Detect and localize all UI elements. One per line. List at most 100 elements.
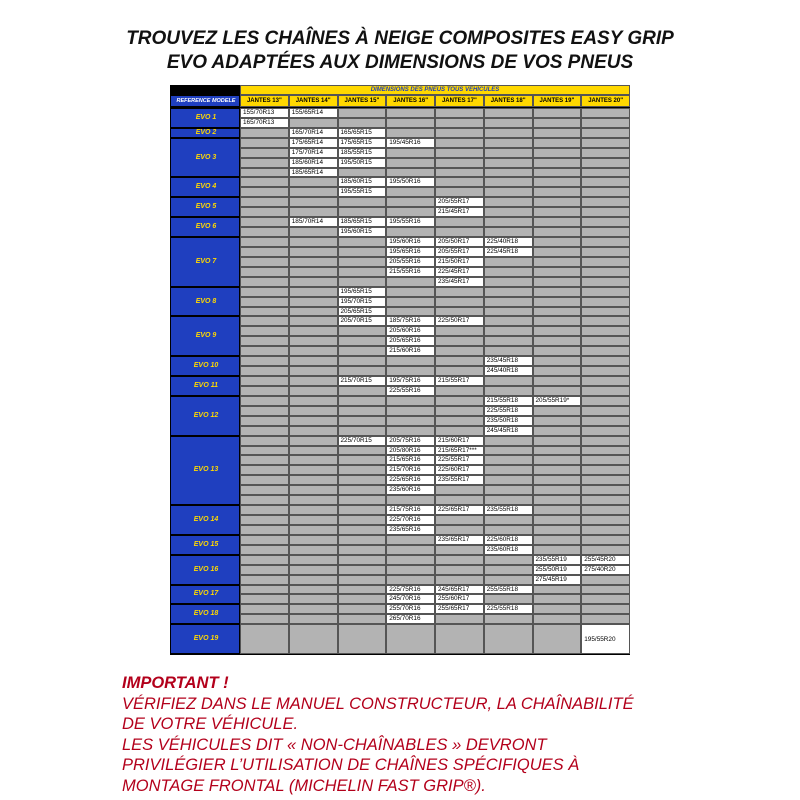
size-cell [240,515,289,525]
size-cell [288,614,338,625]
size-cell: 245/45R18 [483,425,533,436]
size-cell [483,564,533,575]
notice-line: MONTAGE FRONTAL (MICHELIN FAST GRIP®). [122,776,486,795]
size-cell: 215/55R18 [483,395,533,406]
size-cell: 205/55R17 [435,197,484,208]
model-cell: EVO 11 [170,376,240,396]
size-cell [337,495,387,506]
size-cell [483,445,533,456]
size-cell [240,147,289,158]
size-cell [581,286,630,297]
size-cell [532,167,582,178]
model-cell: EVO 17 [170,584,240,605]
size-table: DIMENSIONS DES PNEUS TOUS VEHICULES REFER… [170,85,630,655]
size-cell [288,346,338,357]
size-cell [288,564,338,575]
size-cell: 185/70R14 [288,217,338,228]
size-cell [532,505,582,515]
size-cell [435,296,484,307]
size-cell [386,544,435,555]
size-cell [288,336,338,347]
size-cell [337,594,387,605]
size-cell [581,167,630,178]
size-cell [483,207,533,218]
notice-line: DE VOTRE VÉHICULE. [122,715,299,733]
size-cell [337,465,387,476]
size-cell [337,356,387,367]
size-cell [581,425,630,436]
size-cell [288,117,338,128]
size-cell [288,515,338,525]
size-cell [288,475,338,486]
size-cell [581,515,630,525]
size-cell [288,485,338,496]
size-cell: 225/65R16 [386,475,435,486]
size-cell: 215/65R17*** [435,445,484,456]
size-cell: 255/65R17 [435,604,484,615]
size-cell: 185/60R15 [337,177,387,188]
size-cell [386,356,435,367]
column-header: JANTES 16" [386,95,435,107]
size-cell [288,306,338,317]
size-cell: 195/50R15 [337,157,387,168]
size-cell [581,137,630,148]
model-cell: EVO 4 [170,177,240,198]
size-cell [581,246,630,257]
size-cell [288,266,338,277]
size-cell [532,227,582,238]
size-cell [288,366,338,377]
size-cell [581,485,630,496]
size-cell [483,346,533,357]
size-cell [532,465,582,476]
size-cell [288,574,338,585]
size-cell [435,554,484,565]
size-cell [288,505,338,515]
size-cell: 225/60R18 [483,534,533,545]
size-cell [288,455,338,466]
model-cell: EVO 7 [170,237,240,287]
size-cell [581,316,630,327]
size-cell [288,296,338,307]
size-cell: 215/60R17 [435,435,484,446]
size-cell: 215/70R16 [386,465,435,476]
size-cell [435,485,484,496]
size-cell [240,217,289,228]
size-cell: 205/50R17 [435,237,484,247]
size-cell: 235/65R17 [435,534,484,545]
size-cell [240,246,289,257]
size-cell [240,276,289,287]
size-cell [337,366,387,377]
size-cell [240,395,289,406]
size-cell [240,524,289,535]
size-cell [386,227,435,238]
size-cell [532,147,582,158]
size-cell: 235/55R17 [435,475,484,486]
size-cell: 195/60R15 [337,227,387,238]
size-cell [288,385,338,396]
size-cell [386,574,435,585]
size-cell: 225/70R15 [337,435,387,446]
size-cell [337,167,387,178]
size-cell [483,495,533,506]
size-cell [483,266,533,277]
size-cell [240,316,289,327]
size-cell [532,217,582,228]
size-cell: 225/70R16 [386,515,435,525]
size-cell [483,197,533,208]
size-cell [581,147,630,158]
notice-line: PRIVILÉGIER L’UTILISATION DE CHAÎNES SPÉ… [122,756,580,774]
size-cell [337,197,387,208]
size-cell [483,187,533,198]
model-cell: EVO 3 [170,137,240,178]
size-cell [435,326,484,337]
size-cell: 225/55R17 [435,455,484,466]
size-cell [288,445,338,456]
size-cell: 225/45R17 [435,266,484,277]
size-cell [581,276,630,287]
notice-heading: IMPORTANT ! [122,674,229,692]
size-cell [435,564,484,575]
size-cell [532,524,582,535]
size-cell [483,574,533,585]
size-cell: 225/55R18 [483,405,533,416]
size-cell [386,366,435,377]
